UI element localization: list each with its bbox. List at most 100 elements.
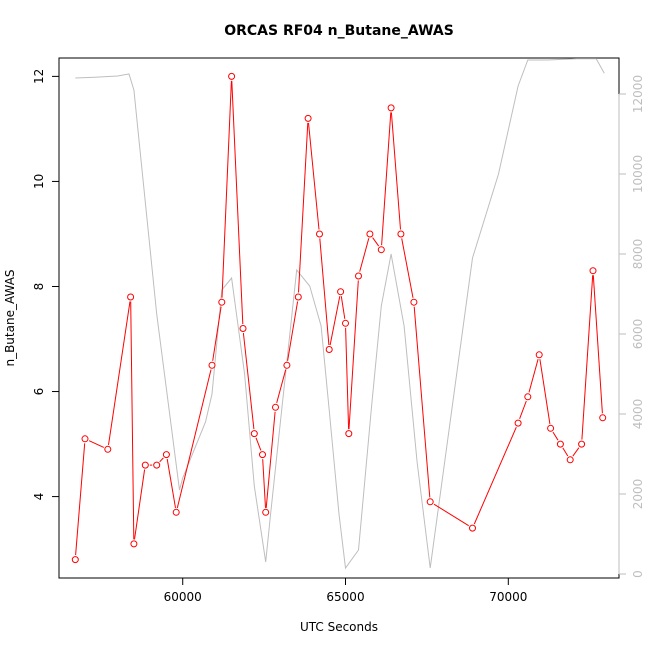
- data-point: [71, 556, 79, 564]
- plot-frame: [58, 57, 620, 579]
- primary-series-segment: [319, 238, 330, 346]
- primary-series-layer: [71, 72, 607, 564]
- data-point: [337, 288, 345, 296]
- primary-series-segment: [348, 280, 359, 430]
- y-tick-label: 6: [32, 388, 46, 396]
- data-point: [355, 272, 362, 280]
- data-point: [304, 114, 312, 122]
- data-point: [228, 72, 236, 80]
- data-point: [377, 246, 385, 254]
- data-point: [272, 403, 279, 411]
- y-tick-label: 10: [32, 174, 46, 189]
- x-tick-label: 70000: [489, 590, 527, 604]
- data-point: [547, 424, 555, 432]
- y2-tick-label: 12000: [631, 75, 645, 113]
- data-point: [162, 451, 170, 459]
- primary-series-segment: [276, 369, 287, 404]
- secondary-series-layer: [75, 58, 605, 570]
- data-point: [250, 430, 258, 438]
- data-point: [283, 361, 291, 369]
- y2-tick-label: 4000: [631, 399, 645, 430]
- data-point: [239, 325, 247, 332]
- data-point: [130, 540, 138, 548]
- primary-series-segment: [592, 275, 603, 414]
- primary-series-segment: [108, 301, 131, 445]
- data-point: [218, 298, 226, 306]
- data-point: [387, 104, 395, 112]
- y-tick-label: 12: [32, 69, 46, 84]
- data-point: [535, 351, 543, 359]
- y2-tick-label: 2000: [631, 479, 645, 510]
- data-point: [294, 293, 302, 301]
- data-point: [366, 230, 374, 238]
- primary-series-segment: [308, 122, 320, 230]
- data-point: [104, 445, 112, 453]
- primary-series-segment: [265, 411, 276, 508]
- data-point: [524, 393, 532, 401]
- y2-tick-label: 8000: [631, 239, 645, 270]
- data-point: [578, 440, 586, 448]
- primary-series-segment: [552, 431, 559, 441]
- data-point: [345, 430, 353, 438]
- primary-series-segment: [298, 122, 309, 293]
- data-point: [141, 461, 149, 469]
- data-point: [208, 361, 216, 369]
- primary-series-segment: [262, 459, 266, 508]
- data-point: [259, 451, 266, 459]
- y2-tick-label: 10000: [631, 155, 645, 193]
- primary-series-segment: [539, 359, 551, 424]
- data-point: [325, 346, 333, 353]
- primary-series-segment: [572, 447, 580, 457]
- x-tick-label: 65000: [326, 590, 364, 604]
- data-point: [599, 414, 607, 422]
- primary-series-segment: [166, 458, 176, 508]
- y-axis-label: n_Butane_AWAS: [3, 269, 17, 366]
- primary-series-segment: [390, 112, 401, 230]
- data-point: [410, 298, 418, 306]
- y-tick-label: 4: [32, 493, 46, 501]
- data-point: [342, 319, 349, 327]
- data-point: [172, 508, 180, 516]
- primary-series-segment: [359, 238, 370, 272]
- primary-series-segment: [159, 457, 164, 463]
- primary-series-segment: [75, 443, 86, 556]
- data-point: [514, 419, 522, 427]
- primary-series-segment: [287, 301, 299, 361]
- primary-series-segment: [345, 327, 350, 430]
- data-point: [426, 498, 434, 506]
- primary-series-segment: [372, 237, 380, 247]
- primary-series-segment: [413, 306, 431, 498]
- primary-series-segment: [381, 112, 392, 246]
- primary-series-segment: [212, 306, 222, 361]
- x-axis-label: UTC Seconds: [300, 620, 378, 634]
- data-point: [316, 230, 323, 238]
- data-point: [589, 267, 597, 275]
- primary-series-segment: [88, 440, 105, 448]
- primary-series-segment: [401, 238, 414, 298]
- primary-series-segment: [562, 447, 569, 457]
- y-tick-label: 8: [32, 283, 46, 291]
- x-tick-label: 60000: [164, 590, 202, 604]
- primary-series-segment: [581, 275, 594, 440]
- data-point: [81, 435, 89, 443]
- primary-series-segment: [134, 469, 146, 540]
- data-point: [566, 456, 574, 464]
- axes-layer: 60000 65000 70000 4 6 8 10 12 0 2000 4000 6000 8000 1…: [32, 69, 645, 604]
- primary-series-segment: [519, 400, 527, 419]
- y2-tick-label: 0: [631, 570, 645, 578]
- primary-series-segment: [242, 332, 255, 430]
- primary-series-segment: [473, 427, 517, 525]
- primary-series-segment: [329, 296, 341, 346]
- primary-series-segment: [231, 80, 244, 325]
- data-point: [397, 230, 405, 238]
- primary-series-segment: [433, 503, 469, 527]
- primary-series-segment: [340, 296, 346, 319]
- data-point: [556, 440, 564, 448]
- primary-series-segment: [176, 369, 212, 509]
- chart-title: ORCAS RF04 n_Butane_AWAS: [224, 23, 454, 39]
- data-point: [153, 461, 161, 469]
- primary-series-segment: [130, 301, 135, 540]
- primary-series-segment: [255, 437, 262, 451]
